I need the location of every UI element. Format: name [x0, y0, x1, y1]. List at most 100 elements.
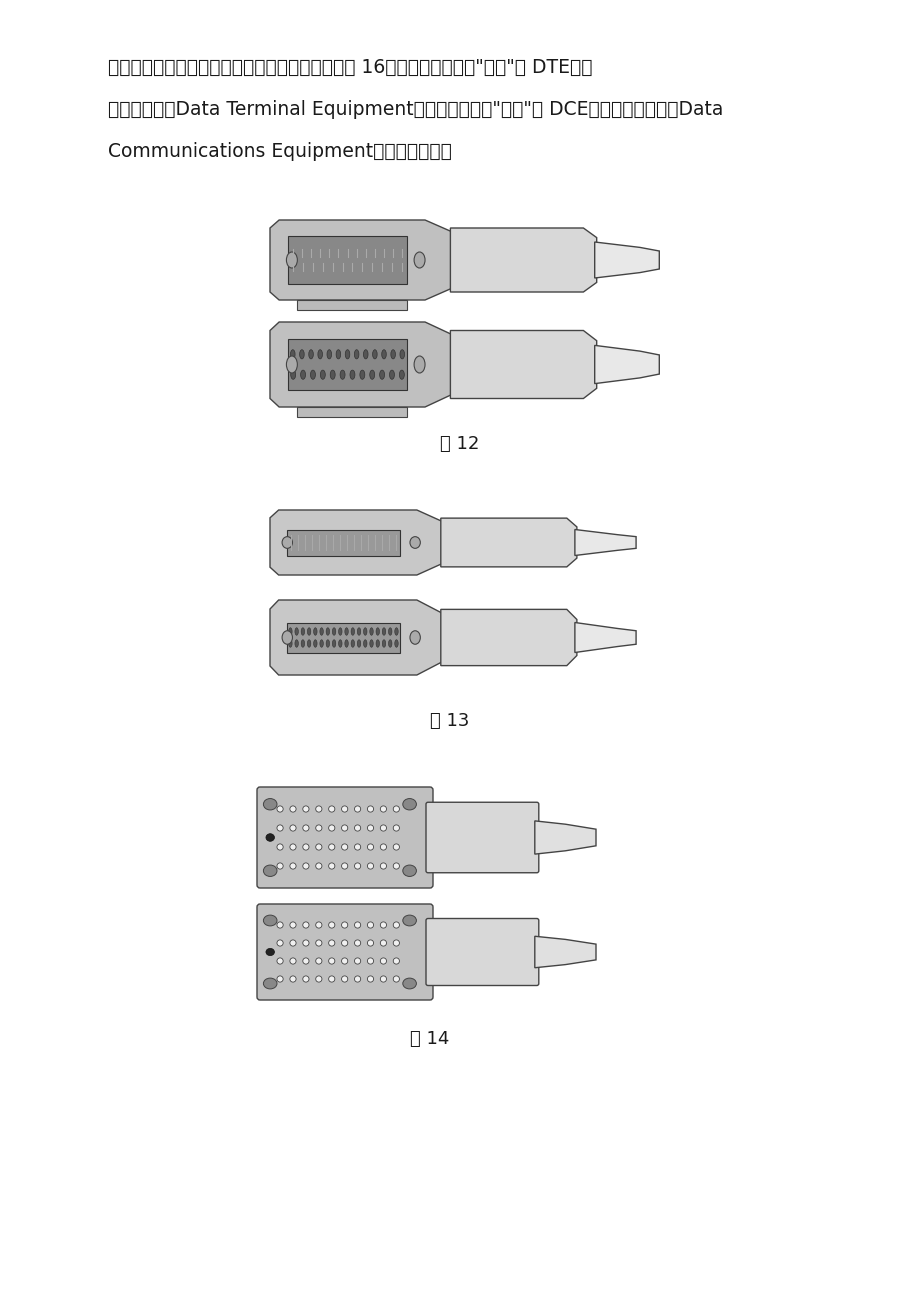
Ellipse shape [399, 370, 403, 379]
Ellipse shape [307, 628, 311, 635]
Ellipse shape [286, 355, 297, 372]
Polygon shape [440, 518, 576, 566]
Ellipse shape [376, 628, 379, 635]
Ellipse shape [380, 863, 386, 870]
Ellipse shape [354, 976, 360, 982]
Ellipse shape [394, 639, 398, 647]
Ellipse shape [328, 863, 335, 870]
Ellipse shape [341, 806, 347, 812]
Ellipse shape [354, 806, 360, 812]
Ellipse shape [369, 370, 374, 379]
Ellipse shape [302, 976, 309, 982]
Ellipse shape [315, 844, 322, 850]
Ellipse shape [289, 806, 296, 812]
Ellipse shape [369, 639, 373, 647]
Ellipse shape [289, 639, 292, 647]
Ellipse shape [266, 833, 274, 841]
Ellipse shape [392, 940, 399, 947]
Ellipse shape [289, 863, 296, 870]
Ellipse shape [359, 370, 365, 379]
Text: 图 13: 图 13 [430, 712, 470, 730]
FancyBboxPatch shape [256, 786, 433, 888]
Ellipse shape [310, 370, 315, 379]
Ellipse shape [328, 940, 335, 947]
Ellipse shape [367, 844, 373, 850]
FancyBboxPatch shape [256, 904, 433, 1000]
Polygon shape [450, 228, 596, 292]
Ellipse shape [301, 370, 305, 379]
Ellipse shape [277, 976, 283, 982]
Ellipse shape [354, 844, 360, 850]
Polygon shape [450, 331, 596, 398]
Ellipse shape [392, 976, 399, 982]
Text: 据终端设备，Data Terminal Equipment）连接适配器，"母头"为 DCE（数据通信设备，Data: 据终端设备，Data Terminal Equipment）连接适配器，"母头"… [108, 100, 722, 118]
Ellipse shape [289, 628, 292, 635]
Bar [287, 622, 399, 652]
Polygon shape [297, 299, 406, 310]
Polygon shape [594, 242, 659, 279]
Ellipse shape [341, 825, 347, 831]
Ellipse shape [414, 355, 425, 372]
Ellipse shape [328, 976, 335, 982]
Ellipse shape [263, 865, 277, 876]
Ellipse shape [380, 958, 386, 963]
Polygon shape [269, 220, 452, 299]
Ellipse shape [302, 922, 309, 928]
Ellipse shape [367, 863, 373, 870]
Ellipse shape [328, 825, 335, 831]
Text: 图 14: 图 14 [410, 1030, 449, 1048]
Ellipse shape [388, 628, 391, 635]
Ellipse shape [289, 940, 296, 947]
Ellipse shape [351, 639, 354, 647]
Ellipse shape [367, 976, 373, 982]
Ellipse shape [289, 825, 296, 831]
Ellipse shape [400, 350, 404, 359]
Ellipse shape [388, 639, 391, 647]
Ellipse shape [320, 628, 323, 635]
Polygon shape [269, 600, 442, 674]
Ellipse shape [354, 863, 360, 870]
Ellipse shape [277, 940, 283, 947]
Ellipse shape [380, 940, 386, 947]
Ellipse shape [341, 976, 347, 982]
Ellipse shape [403, 798, 416, 810]
Ellipse shape [345, 628, 348, 635]
Ellipse shape [363, 350, 368, 359]
Ellipse shape [340, 370, 345, 379]
Ellipse shape [289, 844, 296, 850]
Ellipse shape [277, 958, 283, 963]
Ellipse shape [349, 370, 355, 379]
Ellipse shape [315, 825, 322, 831]
Ellipse shape [277, 863, 283, 870]
Ellipse shape [315, 922, 322, 928]
Ellipse shape [341, 940, 347, 947]
Ellipse shape [380, 825, 386, 831]
Ellipse shape [381, 350, 386, 359]
Ellipse shape [330, 370, 335, 379]
Ellipse shape [263, 915, 277, 926]
Ellipse shape [282, 536, 292, 548]
Ellipse shape [392, 844, 399, 850]
Ellipse shape [300, 350, 304, 359]
Ellipse shape [367, 806, 373, 812]
Ellipse shape [328, 958, 335, 963]
Ellipse shape [295, 628, 298, 635]
Ellipse shape [302, 958, 309, 963]
Ellipse shape [363, 639, 367, 647]
Ellipse shape [326, 350, 331, 359]
Ellipse shape [382, 639, 385, 647]
Ellipse shape [380, 806, 386, 812]
Ellipse shape [403, 915, 416, 926]
Ellipse shape [328, 844, 335, 850]
Ellipse shape [325, 639, 329, 647]
FancyBboxPatch shape [425, 802, 539, 872]
Polygon shape [534, 936, 596, 967]
Ellipse shape [295, 639, 298, 647]
Ellipse shape [394, 628, 398, 635]
Polygon shape [269, 510, 442, 575]
Ellipse shape [380, 976, 386, 982]
Ellipse shape [354, 825, 360, 831]
Ellipse shape [376, 639, 379, 647]
Ellipse shape [357, 639, 360, 647]
Text: 图 12: 图 12 [440, 435, 479, 453]
